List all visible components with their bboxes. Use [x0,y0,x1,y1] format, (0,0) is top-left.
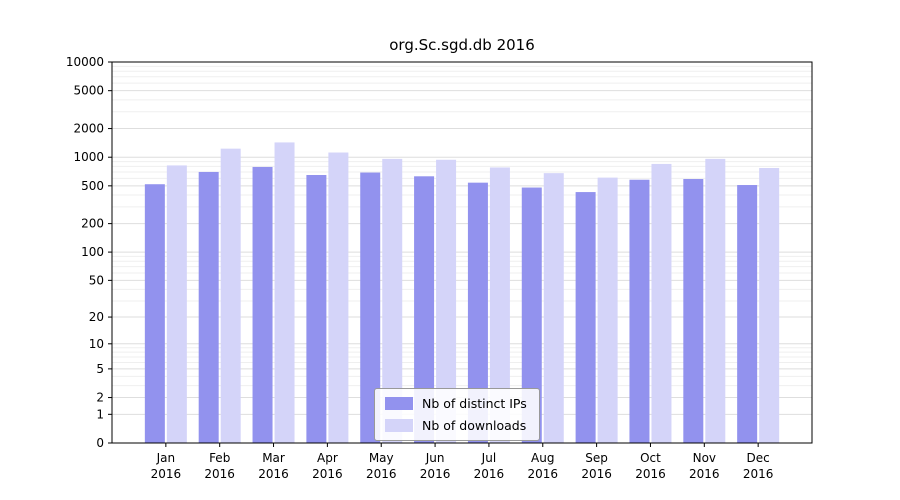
bar-distinct-ips-jan [144,184,165,444]
bar-downloads-aug [543,173,564,443]
x-tick-label-year: 2016 [312,467,343,481]
x-tick-label-month: Jul [481,451,496,465]
bar-downloads-sep [597,177,618,444]
x-tick-label-year: 2016 [743,467,774,481]
bar-distinct-ips-may [360,172,381,443]
legend-item-downloads: Nb of downloads [385,418,527,433]
x-tick-label-month: Jun [425,451,445,465]
bar-distinct-ips-mar [252,166,273,443]
axes-frame [111,61,813,444]
y-tick-label: 20 [89,310,104,324]
legend-label-downloads: Nb of downloads [422,418,527,433]
bar-downloads-feb [220,148,241,443]
legend-label-distinct-ips: Nb of distinct IPs [422,396,527,411]
x-tick-label-month: Oct [640,451,661,465]
bar-downloads-nov [705,158,726,443]
x-tick-label-year: 2016 [366,467,397,481]
y-tick-label: 5000 [73,84,104,98]
x-tick-label-month: Dec [747,451,770,465]
bar-downloads-may [382,158,403,443]
x-tick-label-year: 2016 [635,467,666,481]
y-tick-label: 50 [89,273,104,287]
y-tick-label: 1000 [73,150,104,164]
bar-distinct-ips-dec [737,185,758,444]
x-tick-label-month: Mar [262,451,285,465]
bar-distinct-ips-apr [306,175,327,443]
bar-distinct-ips-oct [629,179,650,443]
bar-downloads-jun [436,159,457,443]
bar-downloads-mar [274,142,295,443]
chart-title: org.Sc.sgd.db 2016 [389,36,535,54]
x-tick-label-year: 2016 [527,467,558,481]
bar-distinct-ips-aug [521,187,542,443]
x-tick-label-year: 2016 [581,467,612,481]
legend-item-distinct-ips: Nb of distinct IPs [385,396,527,411]
x-tick-label-month: Aug [531,451,554,465]
bar-downloads-jan [166,165,187,443]
bar-distinct-ips-sep [575,192,596,443]
y-tick-label: 10 [89,337,104,351]
legend-swatch-downloads [385,419,413,432]
x-tick-label-year: 2016 [204,467,235,481]
bar-distinct-ips-jun [414,176,435,443]
y-tick-label: 10000 [66,55,104,69]
legend: Nb of distinct IPs Nb of downloads [374,388,540,441]
bar-downloads-apr [328,152,349,444]
y-tick-label: 5 [96,362,104,376]
bar-downloads-jul [489,167,510,444]
y-tick-label: 200 [81,217,104,231]
x-tick-label-month: Feb [209,451,230,465]
x-tick-label-month: Sep [585,451,608,465]
bar-downloads-dec [759,168,780,444]
x-tick-label-month: May [369,451,394,465]
bar-distinct-ips-feb [198,171,219,443]
x-tick-label-year: 2016 [420,467,451,481]
x-tick-label-year: 2016 [474,467,505,481]
y-tick-label: 1 [96,407,104,421]
bar-distinct-ips-jul [467,182,488,444]
y-tick-label: 0 [96,436,104,450]
x-tick-label-year: 2016 [258,467,289,481]
y-tick-label: 100 [81,245,104,259]
bar-downloads-oct [651,163,672,443]
x-tick-label-year: 2016 [151,467,182,481]
x-tick-label-month: Jan [156,451,176,465]
y-tick-label: 500 [81,179,104,193]
x-tick-label-month: Apr [317,451,338,465]
y-tick-label: 2 [96,391,104,405]
y-tick-label: 2000 [73,122,104,136]
bar-distinct-ips-nov [683,179,704,443]
x-tick-label-month: Nov [693,451,716,465]
legend-swatch-distinct-ips [385,397,413,410]
x-tick-label-year: 2016 [689,467,720,481]
